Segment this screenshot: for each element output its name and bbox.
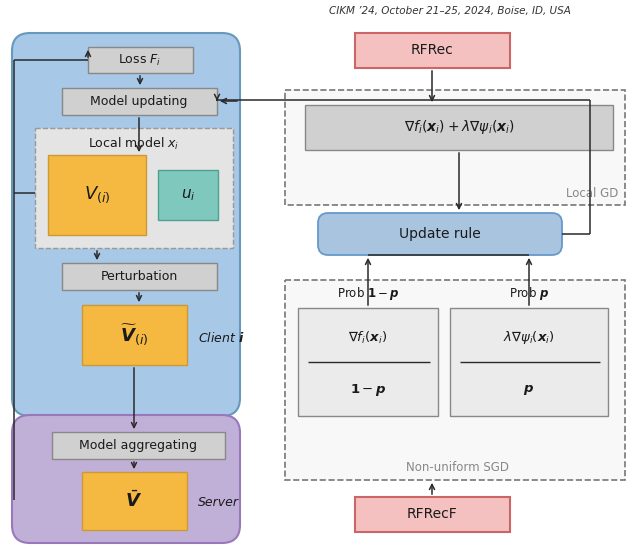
- Text: Perturbation: Perturbation: [100, 269, 178, 282]
- Text: $\boldsymbol{p}$: $\boldsymbol{p}$: [524, 383, 534, 397]
- Bar: [298, 308, 438, 416]
- Text: RFRec: RFRec: [411, 43, 453, 57]
- Text: $\boldsymbol{V_{(i)}}$: $\boldsymbol{V_{(i)}}$: [84, 185, 110, 206]
- Bar: [450, 308, 608, 416]
- FancyBboxPatch shape: [12, 33, 240, 416]
- Bar: [62, 88, 217, 115]
- Text: $\widetilde{\boldsymbol{V}}_{(i)}$: $\widetilde{\boldsymbol{V}}_{(i)}$: [120, 323, 148, 347]
- Bar: [158, 170, 218, 220]
- Text: RFRecF: RFRecF: [406, 507, 458, 521]
- Text: Loss $\boldsymbol{F_i}$: Loss $\boldsymbol{F_i}$: [118, 53, 161, 68]
- Text: $\mathbf{1}-\boldsymbol{p}$: $\mathbf{1}-\boldsymbol{p}$: [350, 382, 386, 398]
- Text: Prob $\boldsymbol{p}$: Prob $\boldsymbol{p}$: [509, 284, 549, 301]
- Bar: [88, 47, 193, 73]
- Bar: [305, 105, 613, 150]
- Text: $\lambda\nabla\psi_i(\boldsymbol{x}_i)$: $\lambda\nabla\psi_i(\boldsymbol{x}_i)$: [503, 329, 555, 347]
- Text: CIKM ’24, October 21–25, 2024, Boise, ID, USA: CIKM ’24, October 21–25, 2024, Boise, ID…: [329, 6, 571, 16]
- Bar: [82, 472, 187, 530]
- Bar: [285, 280, 625, 480]
- Text: Local model $\boldsymbol{x_i}$: Local model $\boldsymbol{x_i}$: [88, 136, 180, 152]
- Bar: [52, 432, 225, 459]
- Bar: [35, 128, 233, 248]
- Text: Non-uniform SGD: Non-uniform SGD: [406, 461, 509, 474]
- Bar: [48, 155, 146, 235]
- Text: Model updating: Model updating: [90, 95, 188, 108]
- Bar: [285, 90, 625, 205]
- Text: Update rule: Update rule: [399, 227, 481, 241]
- Text: Prob $\mathbf{1}-\boldsymbol{p}$: Prob $\mathbf{1}-\boldsymbol{p}$: [337, 284, 399, 301]
- Text: $\nabla f_i(\boldsymbol{x}_i)$: $\nabla f_i(\boldsymbol{x}_i)$: [348, 330, 388, 346]
- Text: Local GD: Local GD: [566, 187, 618, 200]
- Bar: [355, 33, 510, 68]
- Bar: [82, 305, 187, 365]
- Text: Client $\boldsymbol{i}$: Client $\boldsymbol{i}$: [198, 331, 244, 345]
- Text: Server: Server: [198, 496, 239, 508]
- FancyBboxPatch shape: [12, 415, 240, 543]
- Bar: [355, 497, 510, 532]
- Text: Model aggregating: Model aggregating: [79, 438, 197, 451]
- Text: $\nabla f_i(\boldsymbol{x}_i)+\lambda\nabla\psi_i(\boldsymbol{x}_i)$: $\nabla f_i(\boldsymbol{x}_i)+\lambda\na…: [404, 118, 515, 136]
- FancyBboxPatch shape: [318, 213, 562, 255]
- Text: $\boldsymbol{u_i}$: $\boldsymbol{u_i}$: [180, 187, 195, 203]
- Bar: [62, 263, 217, 290]
- Text: $\bar{\boldsymbol{V}}$: $\bar{\boldsymbol{V}}$: [125, 491, 143, 511]
